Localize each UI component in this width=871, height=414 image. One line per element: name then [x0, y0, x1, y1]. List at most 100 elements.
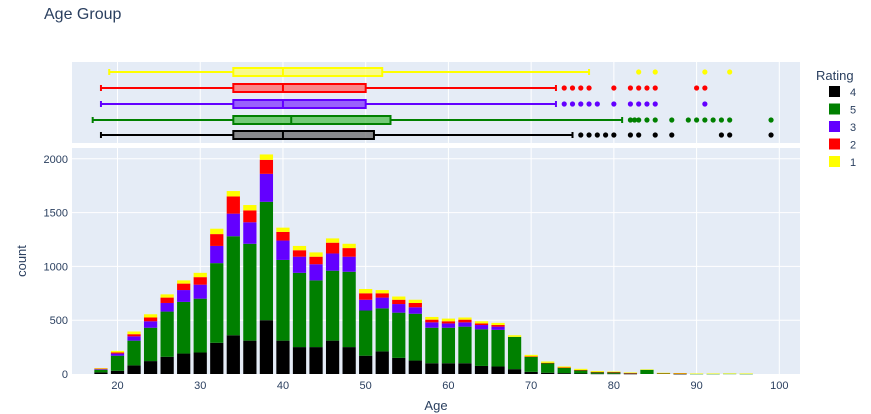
bar-rating-2 [375, 293, 389, 298]
bar-rating-4 [458, 363, 472, 374]
bar-rating-1 [160, 294, 174, 298]
legend-label: 2 [850, 140, 856, 152]
legend[interactable]: Rating 4 5 3 2 1 [816, 68, 856, 169]
outlier-point [727, 132, 733, 138]
bar-rating-1 [392, 296, 406, 300]
bar-rating-5 [226, 236, 240, 336]
bar-rating-1 [557, 366, 571, 368]
outlier-point [627, 85, 634, 91]
bar-rating-1 [375, 290, 389, 294]
bar-rating-2 [557, 367, 571, 369]
x-tick-label: 100 [770, 380, 788, 392]
bar-rating-4 [491, 366, 505, 374]
bar-rating-3 [408, 307, 422, 314]
outlier-point [611, 85, 617, 91]
outlier-point [578, 85, 584, 91]
outlier-point [627, 101, 634, 107]
x-tick-label: 60 [442, 380, 454, 392]
outlier-point [611, 101, 617, 107]
bar-rating-5 [392, 312, 406, 358]
bar-rating-1 [110, 350, 125, 353]
bar-rating-1 [193, 272, 207, 278]
x-tick-label: 40 [277, 380, 289, 392]
bar-rating-5 [127, 340, 141, 366]
bar-rating-4 [425, 363, 439, 374]
bar-rating-4 [110, 370, 125, 374]
outlier-point [636, 117, 642, 123]
bar-rating-1 [656, 372, 671, 374]
box-iqr [232, 99, 367, 109]
x-tick-label: 50 [360, 380, 372, 392]
bar-rating-4 [408, 360, 422, 374]
legend-item-1: 1 [829, 156, 856, 169]
box-iqr [232, 83, 367, 93]
bar-rating-5 [110, 355, 125, 371]
bar-rating-4 [276, 340, 290, 374]
bar-rating-5 [259, 201, 274, 321]
legend-label: 1 [850, 157, 856, 169]
bar-rating-5 [276, 259, 290, 341]
bar-rating-3 [94, 369, 108, 370]
bar-rating-3 [359, 299, 373, 311]
outlier-point [768, 117, 774, 123]
bar-rating-1 [408, 299, 422, 303]
outlier-point [644, 85, 650, 91]
legend-label: 3 [850, 122, 856, 134]
outlier-point [727, 117, 733, 123]
legend-item-3: 3 [829, 121, 856, 134]
outlier-point [569, 101, 576, 107]
bar-rating-2 [541, 362, 555, 364]
outlier-point [669, 132, 675, 138]
chart-title: Age Group [44, 6, 121, 23]
bar-rating-5 [623, 373, 638, 374]
bar-rating-3 [458, 322, 472, 327]
bar-rating-3 [474, 325, 489, 330]
bar-rating-4 [607, 373, 621, 375]
legend-swatch [829, 86, 840, 97]
bar-rating-2 [127, 334, 141, 337]
x-tick-label: 90 [690, 380, 702, 392]
bar-rating-4 [375, 351, 389, 374]
bar-rating-4 [226, 335, 240, 374]
bar-rating-2 [110, 352, 125, 354]
outlier-point [636, 69, 642, 75]
bar-rating-2 [259, 159, 274, 174]
outlier-point [627, 132, 634, 138]
bar-rating-5 [574, 370, 588, 374]
bar-rating-2 [160, 297, 174, 303]
boxplot-rating-1 [108, 67, 733, 77]
outlier-point [569, 85, 576, 91]
boxplot-rating-4 [99, 130, 774, 140]
bar-rating-4 [325, 340, 340, 374]
y-tick-label: 2000 [44, 154, 68, 166]
marginal-boxplots[interactable] [91, 67, 774, 140]
bar-rating-2 [656, 373, 671, 374]
bar-rating-1 [210, 228, 224, 235]
bar-rating-1 [458, 317, 472, 320]
bar-rating-2 [474, 323, 489, 326]
y-tick-label: 0 [62, 369, 68, 381]
outlier-point [602, 132, 609, 138]
bar-rating-2 [458, 319, 472, 323]
bar-rating-5 [474, 329, 489, 366]
bar-rating-5 [689, 373, 704, 375]
bar-rating-1 [723, 373, 737, 374]
bar-rating-4 [359, 355, 373, 374]
box-iqr [232, 67, 384, 77]
bar-rating-2 [574, 369, 588, 371]
bar-rating-5 [723, 373, 737, 375]
bar-rating-1 [524, 354, 538, 357]
bar-rating-2 [359, 293, 373, 300]
outlier-point [652, 85, 658, 91]
bar-rating-5 [292, 272, 307, 348]
bar-rating-5 [441, 327, 456, 364]
stacked-bars[interactable] [94, 154, 753, 375]
bar-rating-2 [243, 210, 257, 223]
bar-rating-4 [292, 347, 307, 374]
boxplot-rating-2 [99, 83, 708, 93]
bar-rating-4 [507, 369, 522, 374]
outlier-point [710, 117, 716, 123]
boxplot-panel [72, 62, 800, 143]
bar-rating-5 [557, 367, 571, 374]
bar-rating-4 [309, 347, 323, 374]
